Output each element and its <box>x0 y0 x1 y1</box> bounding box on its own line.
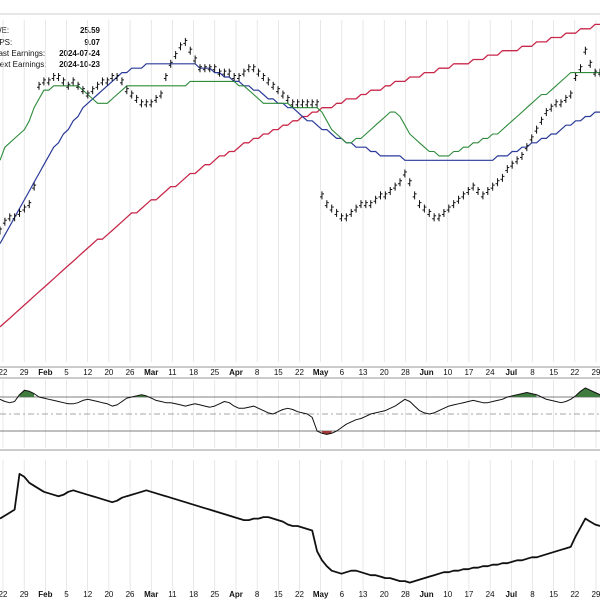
bottom-tick-label: 15 <box>274 590 283 599</box>
ma-short-line <box>0 72 600 161</box>
top-tick-label: 10 <box>443 368 452 377</box>
lower-indicator-line <box>0 472 600 584</box>
bottom-tick-label: 8 <box>255 590 260 599</box>
bottom-tick-label: 22 <box>570 590 579 599</box>
top-tick-label: 6 <box>340 368 345 377</box>
top-tick-label: 20 <box>104 368 113 377</box>
bottom-tick-label: Feb <box>38 590 52 599</box>
top-tick-label: Jun <box>419 368 433 377</box>
top-tick-label: 22 <box>0 368 8 377</box>
top-tick-label: 13 <box>359 368 368 377</box>
bottom-tick-label: Jul <box>506 590 518 599</box>
info-value-pe: 25.59 <box>80 26 101 35</box>
top-tick-label: 5 <box>64 368 69 377</box>
top-tick-label: 17 <box>464 368 473 377</box>
bottom-tick-label: 22 <box>295 590 304 599</box>
x-axis-ticks-bottom: 22 29 Feb 5 12 20 26 Mar 11 18 25 Apr 8 15 22 May 6 13 20 2… <box>0 590 600 599</box>
bottom-tick-label: 29 <box>20 590 29 599</box>
bottom-tick-label: 8 <box>530 590 535 599</box>
info-value-next-earnings: 2024-10-23 <box>59 60 100 69</box>
info-value-last-earnings: 2024-07-24 <box>59 49 100 58</box>
top-tick-label: 29 <box>592 368 600 377</box>
bottom-tick-label: 15 <box>549 590 558 599</box>
top-tick-label: 26 <box>126 368 135 377</box>
bottom-tick-label: 26 <box>126 590 135 599</box>
top-tick-label: 18 <box>189 368 198 377</box>
top-tick-label: Feb <box>38 368 52 377</box>
bottom-tick-label: 12 <box>83 590 92 599</box>
grid-layer <box>2 20 597 596</box>
oscillator-panel <box>0 387 600 435</box>
bottom-tick-label: 18 <box>189 590 198 599</box>
x-axis-ticks-top: 22 29 Feb 5 12 20 26 Mar 11 18 25 Apr 8 15 22 May 6 13 20 2… <box>0 368 600 377</box>
bottom-tick-label: 29 <box>592 590 600 599</box>
top-tick-label: 20 <box>380 368 389 377</box>
bottom-tick-label: 13 <box>359 590 368 599</box>
bottom-tick-label: 6 <box>340 590 345 599</box>
info-box: P/E: 25.59 EPS: 9.07 Last Earnings: 2024… <box>0 26 101 69</box>
info-label-eps: EPS: <box>0 38 12 47</box>
info-label-pe: P/E: <box>0 26 9 35</box>
bottom-tick-label: 28 <box>401 590 410 599</box>
bottom-tick-label: 20 <box>104 590 113 599</box>
top-tick-label: 28 <box>401 368 410 377</box>
bottom-tick-label: May <box>313 590 329 599</box>
lower-panel <box>0 472 600 584</box>
top-tick-label: 15 <box>274 368 283 377</box>
top-tick-label: 11 <box>168 368 177 377</box>
top-tick-label: 22 <box>295 368 304 377</box>
bottom-tick-label: 22 <box>0 590 8 599</box>
bottom-tick-label: 5 <box>64 590 69 599</box>
top-tick-label: Jul <box>506 368 518 377</box>
bottom-tick-label: 17 <box>464 590 473 599</box>
top-tick-label: 24 <box>486 368 495 377</box>
bottom-tick-label: 20 <box>380 590 389 599</box>
info-label-next-earnings: Next Earnings: <box>0 60 46 69</box>
bottom-tick-label: 25 <box>210 590 219 599</box>
bottom-tick-label: Mar <box>144 590 158 599</box>
top-tick-label: 12 <box>83 368 92 377</box>
ma-long-line <box>0 23 600 328</box>
price-panel <box>0 23 600 328</box>
osc-overbought-fill <box>575 387 600 397</box>
bottom-tick-label: 11 <box>168 590 177 599</box>
top-tick-label: May <box>313 368 329 377</box>
top-tick-label: Mar <box>144 368 158 377</box>
top-tick-label: 25 <box>210 368 219 377</box>
oscillator-line <box>0 387 600 435</box>
bottom-tick-label: Jun <box>419 590 433 599</box>
top-tick-label: Apr <box>229 368 243 377</box>
top-tick-label: 22 <box>570 368 579 377</box>
top-tick-label: 29 <box>20 368 29 377</box>
ma-mid-line <box>0 63 600 244</box>
info-label-last-earnings: Last Earnings: <box>0 49 45 58</box>
bottom-tick-label: 10 <box>443 590 452 599</box>
top-tick-label: 8 <box>255 368 260 377</box>
top-tick-label: 15 <box>549 368 558 377</box>
top-tick-label: 8 <box>530 368 535 377</box>
osc-overbought-fill <box>136 394 147 397</box>
bottom-tick-label: Apr <box>229 590 243 599</box>
bottom-tick-label: 24 <box>486 590 495 599</box>
info-value-eps: 9.07 <box>84 38 100 47</box>
